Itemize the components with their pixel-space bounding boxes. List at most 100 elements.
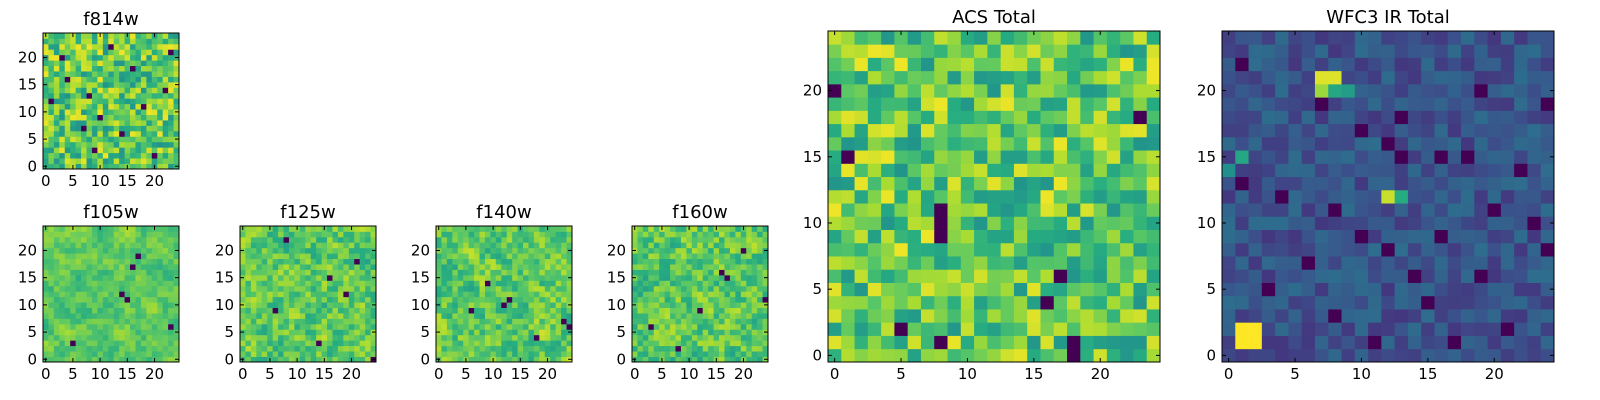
heatmap-cell (1288, 295, 1303, 310)
heatmap-cell (91, 163, 98, 170)
heatmap-cell (64, 125, 71, 132)
heatmap-cell (240, 318, 246, 325)
heatmap-cell (729, 323, 736, 330)
heatmap-cell (1434, 295, 1449, 310)
heatmap-cell (457, 285, 464, 292)
heatmap-cell (1328, 31, 1342, 45)
heatmap-cell (343, 247, 350, 254)
heatmap-cell (173, 242, 180, 249)
heatmap-cell (305, 247, 312, 254)
heatmap-cell (729, 285, 736, 292)
heatmap-cell (702, 307, 709, 314)
heatmap-cell (157, 307, 164, 314)
heatmap-cell (119, 318, 125, 325)
heatmap-cell (151, 334, 158, 341)
heatmap-cell (1500, 295, 1515, 310)
heatmap-cell (1500, 309, 1515, 323)
heatmap-cell (702, 258, 709, 265)
heatmap-cell (343, 302, 350, 308)
heatmap-cell (162, 114, 169, 121)
heatmap-cell (240, 285, 246, 292)
heatmap-cell (283, 274, 290, 281)
heatmap-cell (670, 334, 676, 341)
heatmap-cell (124, 103, 131, 110)
heatmap-cell (135, 291, 142, 298)
heatmap-cell (348, 247, 355, 254)
heatmap-cell (468, 253, 475, 260)
y-tick-label: 20 (411, 241, 430, 259)
heatmap-cell (920, 136, 935, 151)
heatmap-cell (987, 163, 1002, 178)
heatmap-cell (881, 70, 895, 85)
heatmap-cell (146, 253, 153, 260)
heatmap-cell (146, 163, 153, 170)
heatmap-cell (533, 329, 540, 336)
heatmap-cell (245, 236, 252, 243)
heatmap-cell (1421, 309, 1435, 323)
heatmap-cell (947, 31, 962, 45)
heatmap-cell (1447, 163, 1462, 178)
heatmap-cell (1514, 44, 1528, 58)
heatmap-cell (53, 236, 60, 243)
heatmap-cell (267, 280, 274, 287)
heatmap-cell (648, 334, 655, 341)
heatmap-cell (561, 253, 567, 260)
heatmap-cell (157, 114, 164, 121)
heatmap-cell (146, 130, 153, 137)
heatmap-cell (1407, 242, 1422, 257)
heatmap-cell (119, 313, 125, 319)
heatmap-cell (256, 313, 263, 319)
heatmap-cell (474, 236, 480, 243)
heatmap-cell (762, 253, 769, 260)
heatmap-cell (1527, 269, 1542, 283)
heatmap-cell (881, 83, 895, 98)
heatmap-cell (332, 226, 339, 232)
heatmap-cell (168, 258, 174, 265)
heatmap-cell (299, 340, 306, 347)
heatmap-cell (987, 295, 1002, 310)
heatmap-cell (1275, 97, 1289, 111)
heatmap-cell (686, 313, 693, 319)
heatmap-cell (881, 269, 895, 283)
heatmap-cell (240, 323, 246, 330)
heatmap-cell (555, 285, 562, 292)
heatmap-cell (245, 231, 252, 238)
heatmap-cell (162, 264, 169, 270)
heatmap-cell (751, 291, 758, 298)
heatmap-cell (1407, 163, 1422, 178)
heatmap-cell (70, 274, 77, 281)
heatmap-cell (1328, 282, 1342, 297)
heatmap-cell (670, 356, 676, 363)
heatmap-cell (1447, 309, 1462, 323)
heatmap-cell (81, 87, 87, 94)
heatmap-cell (1514, 136, 1528, 151)
heatmap-cell (539, 334, 546, 341)
heatmap-cell (359, 313, 366, 319)
heatmap-cell (441, 296, 448, 303)
heatmap-cell (53, 226, 60, 232)
heatmap-cell (157, 136, 164, 143)
heatmap-cell (59, 92, 66, 99)
heatmap-cell (484, 285, 491, 292)
heatmap-cell (124, 98, 131, 105)
heatmap-cell (162, 125, 169, 132)
heatmap-cell (642, 291, 649, 298)
heatmap-cell (64, 152, 71, 159)
heatmap-cell (506, 258, 513, 265)
heatmap-cell (124, 329, 131, 336)
heatmap-cell (1301, 282, 1316, 297)
heatmap-cell (1514, 70, 1528, 85)
heatmap-cell (1248, 189, 1263, 204)
heatmap-cell (1474, 295, 1488, 310)
heatmap-cell (162, 81, 169, 88)
heatmap-cell (162, 130, 169, 137)
heatmap-cell (321, 351, 328, 357)
heatmap-cell (168, 54, 174, 61)
heatmap-cell (359, 285, 366, 292)
heatmap-cell (1527, 282, 1542, 297)
heatmap-cell (1106, 83, 1121, 98)
heatmap-cell (1040, 309, 1055, 323)
heatmap-cell (1474, 70, 1488, 85)
heatmap-cell (1053, 123, 1068, 138)
heatmap-cell (490, 242, 497, 249)
